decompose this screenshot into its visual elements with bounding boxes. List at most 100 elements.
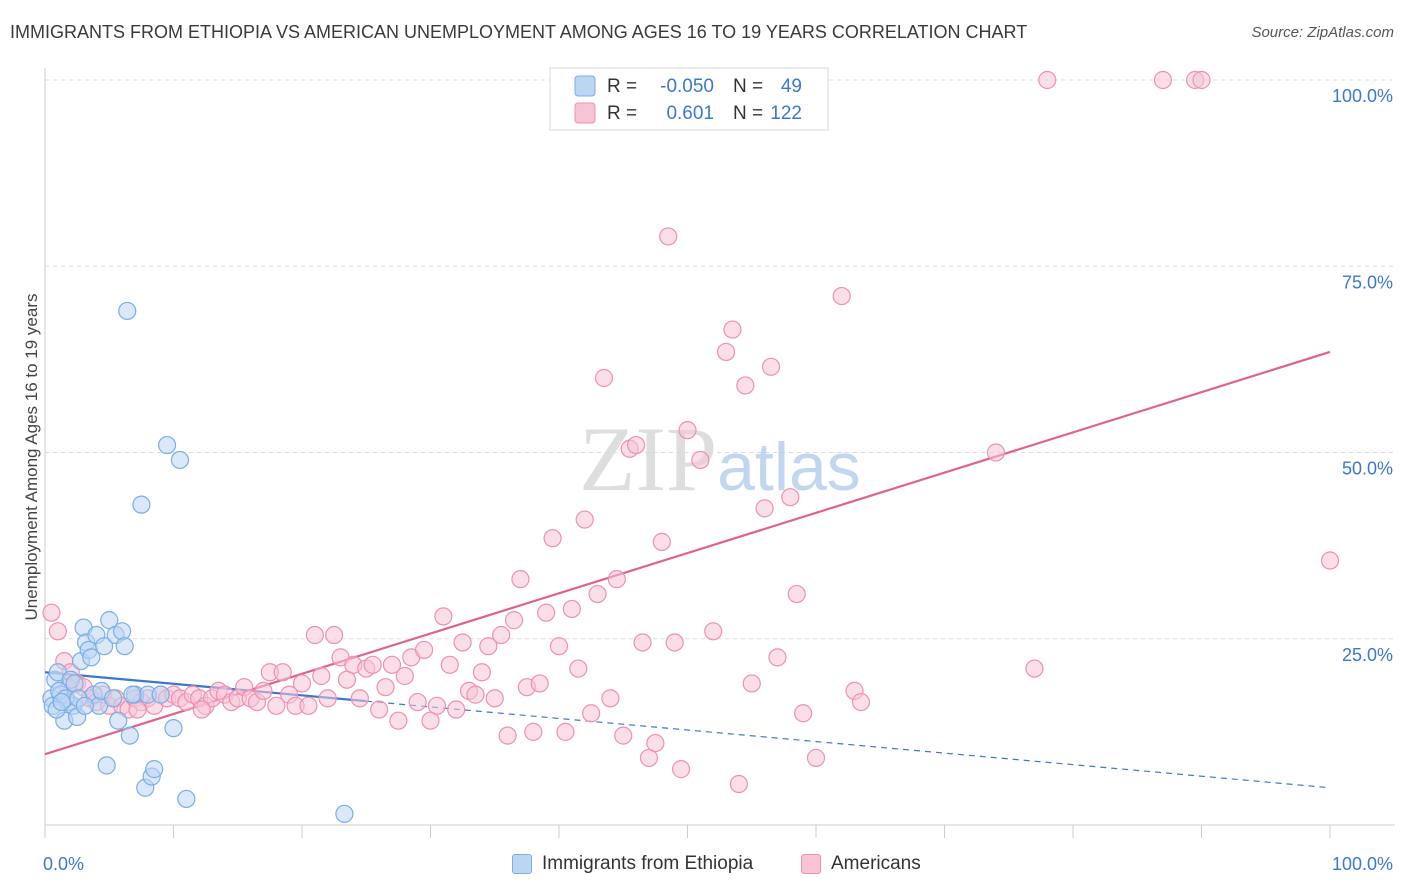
point-americans [787, 584, 806, 604]
point-americans [530, 674, 549, 693]
point-americans [761, 357, 781, 376]
point-americans [665, 633, 684, 652]
point-americans [524, 722, 543, 741]
point-americans [659, 227, 678, 246]
point-americans [440, 655, 459, 674]
legend-n-label-1: N = [733, 76, 763, 97]
point-americans [1153, 70, 1173, 90]
point-americans [806, 748, 826, 768]
point-americans [1038, 70, 1057, 90]
point-ethiopia [132, 495, 151, 514]
legend-r-label-2: R = [607, 103, 637, 124]
point-americans [382, 655, 402, 674]
point-americans [537, 603, 556, 622]
chart-source: Source: ZipAtlas.com [1251, 24, 1394, 41]
point-ethiopia [95, 637, 114, 656]
point-americans [543, 529, 562, 548]
point-americans [434, 607, 453, 626]
point-americans [832, 286, 851, 306]
legend-item-ethiopia: Immigrants from Ethiopia [512, 850, 753, 878]
y-tick-label: 50.0% [1342, 459, 1393, 479]
point-americans [504, 611, 524, 630]
point-americans [48, 622, 67, 641]
point-americans [466, 685, 485, 704]
point-americans [389, 711, 408, 730]
point-americans [716, 342, 736, 362]
point-ethiopia [82, 648, 101, 667]
point-americans [556, 722, 575, 741]
watermark: ZIPatlas [579, 408, 861, 510]
point-americans [370, 700, 389, 719]
point-americans [395, 666, 414, 686]
point-americans [492, 625, 511, 645]
point-ethiopia [118, 301, 137, 321]
point-ethiopia [164, 719, 183, 738]
point-americans [986, 443, 1006, 462]
point-ethiopia [151, 685, 170, 704]
point-americans [376, 678, 395, 697]
point-americans [498, 726, 517, 745]
legend-n-value-1: 49 [781, 76, 802, 97]
point-americans [768, 648, 787, 667]
point-americans [1025, 659, 1044, 678]
point-ethiopia [65, 674, 84, 693]
point-americans [363, 655, 382, 674]
legend-n-label-2: N = [733, 103, 763, 124]
point-americans [479, 637, 498, 656]
point-ethiopia [97, 756, 116, 775]
legend-r-label-1: R = [607, 76, 637, 97]
legend-swatch-ethiopia-bottom [512, 854, 532, 874]
point-americans [485, 689, 504, 708]
point-ethiopia [75, 696, 94, 715]
point-americans [414, 640, 434, 660]
y-tick-label: 75.0% [1342, 272, 1393, 292]
point-americans [511, 570, 530, 589]
y-axis-label: Unemployment Among Ages 16 to 19 years [22, 294, 41, 621]
point-americans [453, 633, 472, 652]
point-americans [549, 637, 569, 656]
x-tick-label: 100.0% [1332, 854, 1393, 874]
x-tick-labels: 0.0% 100.0% [43, 854, 1393, 874]
point-americans [794, 704, 813, 723]
trend-line-ethiopia-dashed [366, 700, 1331, 789]
point-ethiopia [157, 435, 177, 455]
point-americans [267, 696, 286, 715]
point-ethiopia [52, 692, 71, 712]
y-tick-label: 25.0% [1342, 645, 1393, 665]
point-americans [671, 760, 691, 779]
point-americans [594, 368, 614, 388]
x-tick-label: 0.0% [43, 854, 84, 874]
point-americans [582, 704, 601, 723]
point-americans [569, 659, 588, 678]
legend-label-ethiopia: Immigrants from Ethiopia [542, 853, 754, 874]
point-americans [472, 663, 491, 682]
point-americans [192, 700, 211, 719]
point-americans [736, 376, 755, 395]
point-americans [755, 499, 774, 518]
point-americans [678, 421, 697, 440]
series-legend: Immigrants from Ethiopia Americans [0, 850, 1406, 880]
y-tick-label: 100.0% [1332, 86, 1393, 106]
data-points [42, 70, 1340, 823]
point-americans [562, 599, 581, 619]
legend-label-americans: Americans [831, 853, 921, 874]
point-americans [646, 733, 665, 753]
gridlines [45, 79, 1395, 640]
legend-n-value-2: 122 [770, 103, 802, 124]
point-americans [652, 532, 671, 552]
point-ethiopia [145, 760, 164, 779]
point-ethiopia [177, 789, 196, 809]
point-ethiopia [115, 637, 134, 656]
point-americans [42, 603, 61, 622]
point-ethiopia [104, 689, 123, 708]
legend-swatch-ethiopia [574, 75, 596, 97]
correlation-legend: R = -0.050 N = 49 R = 0.601 N = 122 [549, 67, 829, 131]
point-americans [575, 510, 594, 529]
point-americans [325, 625, 344, 645]
legend-swatch-americans [574, 102, 596, 124]
legend-r-value-2: 0.601 [666, 103, 714, 124]
point-americans [704, 622, 723, 641]
point-americans [273, 663, 292, 682]
trend-line-ethiopia [44, 671, 367, 703]
